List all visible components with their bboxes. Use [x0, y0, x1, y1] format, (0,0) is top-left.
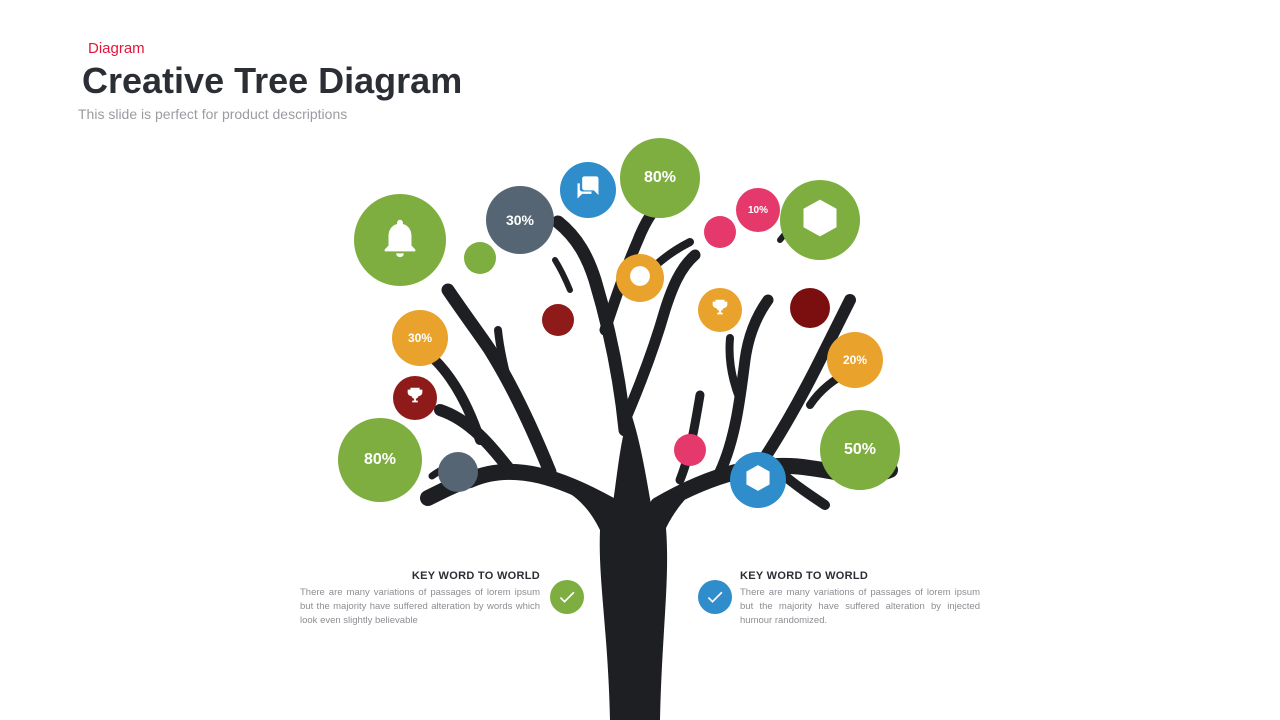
- page-title: Creative Tree Diagram: [82, 60, 462, 102]
- check-right-icon: [698, 580, 732, 614]
- tree-bubble-19: 50%: [820, 410, 900, 490]
- trophy-icon: [404, 385, 426, 412]
- tree-bubble-15: 80%: [338, 418, 422, 502]
- tree-bubble-18: [730, 452, 786, 508]
- tree-bubble-2: 30%: [486, 186, 554, 254]
- tree-bubble-16: [438, 452, 478, 492]
- tree-bubble-14: [393, 376, 437, 420]
- tree-bubble-7: [780, 180, 860, 260]
- tree-bubble-17: [674, 434, 706, 466]
- chat-icon: [574, 174, 602, 207]
- tree-diagram: 30%80%10%20%30%80%50%: [340, 160, 940, 720]
- tree-bubble-4: 80%: [620, 138, 700, 218]
- globe-icon: [628, 264, 652, 293]
- description-left: KEY WORD TO WORLD There are many variati…: [300, 570, 540, 627]
- tree-bubble-10: [790, 288, 830, 328]
- tree-bubble-8: [616, 254, 664, 302]
- page-subtitle: This slide is perfect for product descri…: [78, 106, 347, 122]
- tree-bubble-6: 10%: [736, 188, 780, 232]
- check-left-icon: [550, 580, 584, 614]
- category-label: Diagram: [88, 40, 145, 57]
- bell-icon: [377, 215, 423, 266]
- tree-bubble-0: [354, 194, 446, 286]
- description-right-title: KEY WORD TO WORLD: [740, 570, 980, 582]
- description-right: KEY WORD TO WORLD There are many variati…: [740, 570, 980, 627]
- cube-icon: [800, 198, 840, 243]
- description-right-body: There are many variations of passages of…: [740, 586, 980, 627]
- tree-bubble-13: [542, 304, 574, 336]
- tree-bubble-3: [560, 162, 616, 218]
- tree-bubble-12: 30%: [392, 310, 448, 366]
- description-left-body: There are many variations of passages of…: [300, 586, 540, 627]
- tree-bubble-1: [464, 242, 496, 274]
- tree-bubble-9: [698, 288, 742, 332]
- tree-bubble-11: 20%: [827, 332, 883, 388]
- trophy-icon: [709, 297, 731, 324]
- cube-icon: [744, 464, 772, 497]
- description-left-title: KEY WORD TO WORLD: [300, 570, 540, 582]
- tree-bubble-5: [704, 216, 736, 248]
